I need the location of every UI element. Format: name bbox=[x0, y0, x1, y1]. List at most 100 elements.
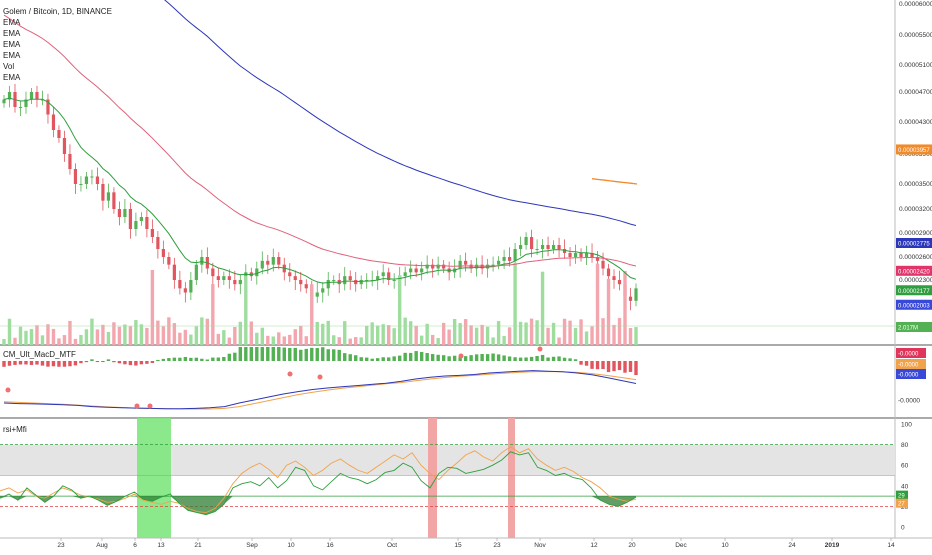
volume-bar bbox=[18, 326, 23, 345]
macd-value-box bbox=[896, 359, 926, 369]
macd-histogram-bar bbox=[584, 361, 589, 366]
macd-line bbox=[3, 370, 637, 410]
rsi-title[interactable]: rsi+Mfi bbox=[3, 425, 27, 434]
chart-title[interactable]: Golem / Bitcoin, 1D, BINANCE bbox=[3, 7, 112, 16]
macd-histogram-bar bbox=[211, 357, 215, 361]
candle-body bbox=[7, 92, 12, 100]
volume-bar bbox=[216, 333, 221, 345]
rsi-y-tick: 40 bbox=[901, 483, 909, 490]
macd-histogram-bar bbox=[617, 361, 622, 371]
volume-bar bbox=[469, 325, 473, 345]
volume-bar bbox=[441, 322, 446, 345]
candle-body bbox=[150, 229, 154, 237]
volume-bar bbox=[238, 321, 243, 345]
price-label-text: 0.00002775 bbox=[898, 242, 930, 248]
legend-item[interactable]: Vol bbox=[3, 62, 15, 71]
macd-histogram-bar bbox=[178, 357, 182, 361]
macd-histogram-bar bbox=[95, 361, 100, 363]
candle-body bbox=[508, 257, 512, 261]
candle-body bbox=[288, 272, 292, 277]
candle-body bbox=[436, 264, 440, 269]
volume-bar bbox=[430, 334, 435, 345]
volume-bar bbox=[485, 326, 490, 345]
volume-bar bbox=[227, 337, 232, 345]
macd-cross-dot bbox=[458, 353, 464, 359]
candle-body bbox=[540, 245, 545, 249]
candle-body bbox=[491, 264, 495, 266]
volume-bar bbox=[458, 323, 462, 345]
volume-bar bbox=[117, 326, 122, 345]
volume-bar bbox=[7, 318, 12, 345]
candle-body bbox=[222, 276, 226, 280]
volume-bar bbox=[161, 326, 166, 345]
legend-item[interactable]: EMA bbox=[3, 18, 21, 27]
macd-histogram-bar bbox=[7, 361, 12, 366]
candle-body bbox=[112, 192, 116, 209]
candle-body bbox=[293, 276, 297, 280]
macd-histogram-bar bbox=[156, 359, 160, 361]
x-tick-label: 23 bbox=[493, 542, 501, 549]
candle-body bbox=[359, 280, 363, 285]
legend-item[interactable]: EMA bbox=[3, 29, 21, 38]
candle-body bbox=[551, 245, 556, 249]
volume-bar bbox=[513, 262, 517, 345]
volume-bar bbox=[584, 331, 589, 345]
macd-histogram-bar bbox=[562, 357, 567, 361]
macd-histogram-bar bbox=[57, 361, 61, 367]
macd-histogram-bar bbox=[403, 352, 407, 361]
candle-body bbox=[211, 268, 215, 277]
rsi-y-tick: 0 bbox=[901, 525, 905, 532]
candle-body bbox=[73, 169, 78, 184]
macd-histogram-bar bbox=[601, 361, 605, 370]
price-label-text: 0.00003957 bbox=[898, 148, 930, 154]
macd-histogram-bar bbox=[255, 347, 259, 361]
candle-body bbox=[145, 217, 149, 229]
ema-slow-line bbox=[164, 0, 637, 226]
volume-bar bbox=[386, 325, 391, 345]
volume-bar bbox=[321, 323, 325, 345]
macd-histogram-bar bbox=[233, 352, 237, 361]
candle-body bbox=[57, 130, 61, 138]
volume-bar bbox=[189, 334, 193, 345]
candle-body bbox=[200, 257, 204, 265]
macd-histogram-bar bbox=[271, 347, 275, 361]
volume-bar bbox=[606, 278, 611, 345]
volume-bar bbox=[601, 318, 605, 345]
x-tick-label: Sep bbox=[246, 542, 258, 549]
legend-item[interactable]: EMA bbox=[3, 40, 21, 49]
macd-histogram-bar bbox=[370, 358, 374, 361]
volume-bar bbox=[40, 335, 45, 345]
volume-bar bbox=[463, 319, 468, 345]
macd-histogram-bar bbox=[18, 361, 23, 365]
macd-histogram-bar bbox=[612, 361, 616, 372]
volume-bar bbox=[244, 275, 248, 345]
macd-value-text: -0.0000 bbox=[898, 373, 919, 379]
volume-bar bbox=[436, 338, 440, 345]
macd-histogram-bar bbox=[507, 356, 512, 361]
macd-histogram-bar bbox=[354, 355, 358, 361]
macd-histogram-bar bbox=[535, 355, 539, 361]
legend-item[interactable]: EMA bbox=[3, 51, 21, 60]
macd-histogram-bar bbox=[117, 361, 122, 364]
legend-item[interactable]: EMA bbox=[3, 73, 21, 82]
candle-body bbox=[601, 260, 605, 269]
macd-histogram-bar bbox=[590, 361, 594, 369]
candle-body bbox=[266, 260, 270, 265]
macd-histogram-bar bbox=[304, 348, 308, 361]
candle-body bbox=[271, 257, 275, 265]
x-tick-label: Nov bbox=[534, 542, 546, 549]
macd-histogram-bar bbox=[485, 354, 490, 361]
macd-histogram-bar bbox=[167, 358, 171, 361]
x-tick-label: 2019 bbox=[825, 542, 840, 549]
candle-body bbox=[595, 257, 600, 261]
x-tick-label: Dec bbox=[675, 542, 687, 549]
volume-bar bbox=[172, 323, 177, 345]
ema-fast-line bbox=[3, 97, 637, 284]
candle-body bbox=[568, 253, 572, 257]
macd-histogram-bar bbox=[419, 351, 424, 361]
macd-histogram-bar bbox=[529, 356, 534, 361]
candle-body bbox=[628, 296, 633, 301]
macd-histogram-bar bbox=[513, 357, 517, 361]
macd-title[interactable]: CM_Ult_MacD_MTF bbox=[3, 350, 76, 359]
